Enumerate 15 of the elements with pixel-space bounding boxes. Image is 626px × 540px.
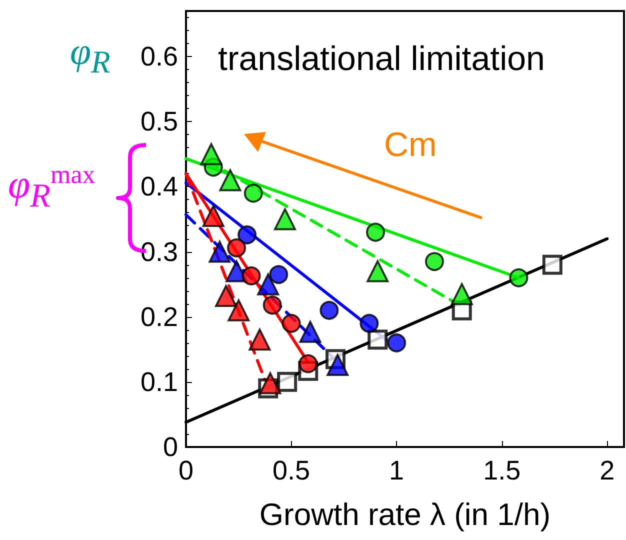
x-tick-label: 1.5 [483, 456, 521, 486]
y-axis-title: φ$_{R}$ [70, 30, 110, 81]
y-tick-label: 0.2 [140, 302, 178, 332]
annotation: Cm [384, 126, 437, 165]
y-tick-label: 0 [162, 432, 178, 462]
x-tick-label: 2 [600, 456, 615, 486]
y-tick-label: 0.6 [140, 42, 178, 72]
y-tick-label: 0.3 [140, 236, 178, 267]
annotation: translational limitation [218, 40, 545, 79]
y-tick-label: 0.4 [140, 172, 178, 202]
y-tick-label: 0.1 [140, 366, 178, 397]
x-tick-label: 1 [389, 456, 404, 486]
x-axis-title: Growth rate λ (in 1/h) [259, 497, 551, 532]
y-tick-label: 0.5 [140, 106, 178, 137]
x-tick-label: 0.5 [272, 456, 310, 486]
